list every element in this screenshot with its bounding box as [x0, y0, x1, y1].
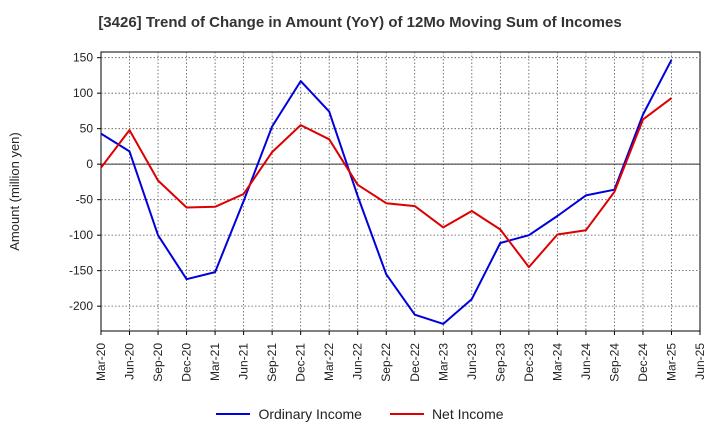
y-tick-label: -150	[69, 264, 93, 278]
plot-area	[100, 51, 701, 332]
x-tick-label: Mar-21	[208, 343, 222, 381]
x-tick-label: Jun-24	[579, 343, 593, 380]
x-tick-label: Mar-22	[322, 343, 336, 381]
legend-label-ordinary-income: Ordinary Income	[258, 406, 362, 422]
x-tick-label: Mar-20	[94, 343, 108, 381]
x-tick-label: Jun-22	[351, 343, 365, 380]
legend-swatch-net-income	[389, 413, 424, 415]
y-tick-label: 50	[80, 122, 94, 136]
x-tick-label: Sep-23	[493, 343, 507, 382]
x-tick-label: Sep-20	[151, 343, 165, 382]
x-tick-label: Sep-24	[607, 343, 621, 382]
x-tick-label: Dec-24	[636, 343, 650, 382]
x-tick-label: Mar-24	[550, 343, 564, 381]
series-line-net-income	[100, 97, 673, 269]
legend-swatch-ordinary-income	[216, 413, 251, 415]
x-tick-label: Dec-21	[294, 343, 308, 382]
x-tick-label: Sep-21	[265, 343, 279, 382]
x-tick-label: Dec-22	[408, 343, 422, 382]
y-tick-label: 0	[86, 157, 93, 171]
y-tick-label: -100	[69, 228, 93, 242]
legend-item-net-income: Net Income	[389, 406, 504, 422]
chart-title: [3426] Trend of Change in Amount (YoY) o…	[98, 14, 622, 31]
x-tick-label: Jun-23	[465, 343, 479, 380]
chart-legend: Ordinary Income Net Income	[0, 406, 720, 422]
x-tick-label: Jun-20	[123, 343, 137, 380]
y-tick-label: 100	[73, 86, 93, 100]
y-tick-label: -200	[69, 299, 93, 313]
x-tick-label: Mar-25	[664, 343, 678, 381]
x-tick-label: Mar-23	[436, 343, 450, 381]
line-chart: 150 100 50 0 -50 -100 -150 -200 Mar-20 Jun-20 Sep-…	[7, 51, 707, 382]
x-tick-label: Dec-20	[180, 343, 194, 382]
x-tick-label: Jun-25	[693, 343, 707, 380]
legend-item-ordinary-income: Ordinary Income	[216, 406, 362, 422]
x-tick-label: Dec-23	[522, 343, 536, 382]
y-axis-label: Amount (million yen)	[7, 132, 22, 251]
y-tick-label: -50	[76, 193, 94, 207]
legend-label-net-income: Net Income	[431, 406, 504, 422]
x-tick-label: Jun-21	[237, 343, 251, 380]
y-tick-label: 150	[73, 51, 93, 65]
x-tick-label: Sep-22	[379, 343, 393, 382]
series-line-ordinary-income	[100, 59, 673, 325]
